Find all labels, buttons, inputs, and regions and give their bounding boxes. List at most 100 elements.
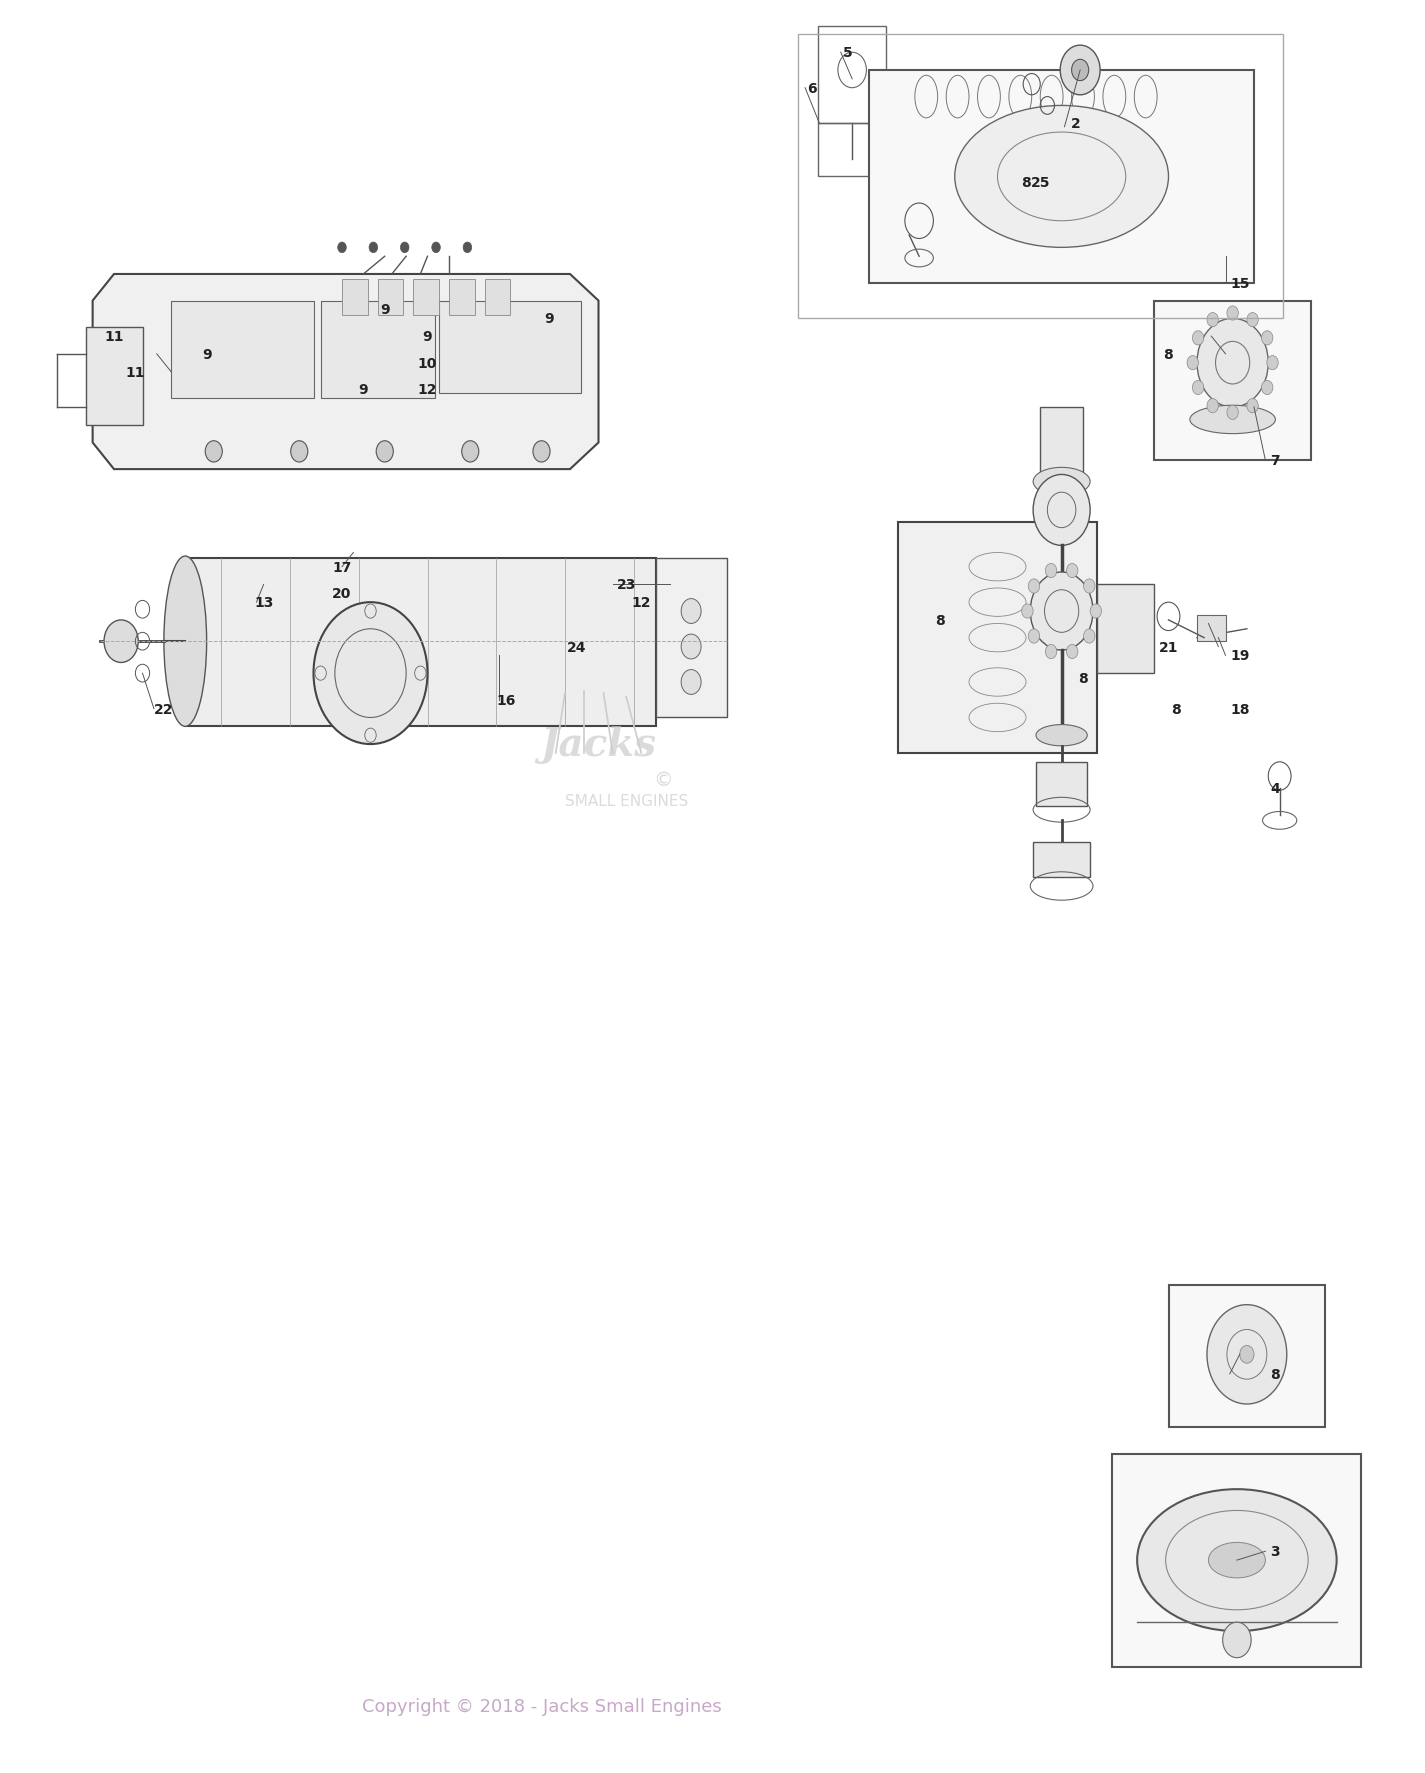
Text: 22: 22: [154, 702, 174, 716]
Text: 15: 15: [1230, 277, 1250, 291]
Bar: [86, 328, 142, 426]
Bar: [342, 280, 368, 316]
Text: Jacks: Jacks: [540, 725, 657, 764]
Circle shape: [1090, 605, 1102, 619]
Text: 8: 8: [1171, 702, 1180, 716]
Circle shape: [462, 441, 479, 463]
Circle shape: [1029, 629, 1040, 644]
Text: 24: 24: [567, 640, 587, 654]
Text: 13: 13: [254, 596, 274, 610]
Circle shape: [1046, 564, 1057, 578]
Bar: [378, 280, 403, 316]
Text: SMALL ENGINES: SMALL ENGINES: [566, 794, 688, 808]
Text: 25: 25: [1030, 176, 1050, 190]
Text: 10: 10: [418, 356, 437, 371]
Circle shape: [1193, 381, 1204, 395]
Bar: [1036, 762, 1087, 807]
Bar: [1154, 301, 1311, 461]
Text: 18: 18: [1230, 702, 1250, 716]
Text: 8: 8: [1022, 176, 1030, 190]
Text: 7: 7: [1271, 454, 1280, 468]
Text: 16: 16: [496, 693, 516, 707]
Text: 9: 9: [359, 383, 368, 397]
Circle shape: [681, 599, 701, 624]
Circle shape: [1193, 332, 1204, 346]
Circle shape: [681, 635, 701, 660]
Bar: [321, 301, 435, 399]
Circle shape: [1261, 332, 1273, 346]
Ellipse shape: [1036, 725, 1087, 746]
Ellipse shape: [955, 106, 1168, 248]
Circle shape: [291, 441, 308, 463]
Bar: [185, 558, 656, 727]
Circle shape: [376, 441, 393, 463]
Bar: [656, 558, 727, 718]
Circle shape: [1060, 46, 1100, 96]
Bar: [818, 124, 886, 177]
Circle shape: [400, 243, 409, 254]
Circle shape: [1033, 475, 1090, 546]
Bar: [1168, 1285, 1325, 1427]
Bar: [449, 280, 475, 316]
Circle shape: [533, 441, 550, 463]
Text: 19: 19: [1230, 649, 1250, 663]
Bar: [485, 280, 510, 316]
Circle shape: [369, 243, 378, 254]
Ellipse shape: [164, 557, 207, 727]
Text: 20: 20: [332, 587, 352, 601]
Bar: [898, 523, 1097, 754]
Text: 9: 9: [544, 312, 553, 326]
Ellipse shape: [1208, 1543, 1265, 1578]
Circle shape: [432, 243, 440, 254]
Circle shape: [1197, 319, 1268, 408]
Text: 21: 21: [1159, 640, 1178, 654]
Circle shape: [1083, 629, 1094, 644]
Circle shape: [1046, 645, 1057, 660]
Circle shape: [1240, 1346, 1254, 1363]
Bar: [1040, 408, 1083, 479]
Text: 12: 12: [631, 596, 651, 610]
Text: 2: 2: [1072, 117, 1080, 131]
Circle shape: [1207, 1305, 1287, 1404]
Ellipse shape: [1033, 468, 1090, 496]
Text: 8: 8: [1164, 348, 1173, 362]
Circle shape: [1261, 381, 1273, 395]
Bar: [171, 301, 314, 399]
Text: 17: 17: [332, 560, 352, 574]
Circle shape: [1072, 60, 1089, 82]
Circle shape: [1187, 356, 1198, 371]
Text: 23: 23: [617, 578, 637, 592]
Circle shape: [1207, 314, 1218, 328]
Circle shape: [1247, 314, 1258, 328]
Text: ©: ©: [653, 771, 673, 789]
Circle shape: [314, 603, 428, 745]
Bar: [1197, 615, 1226, 642]
Circle shape: [205, 441, 222, 463]
Circle shape: [1029, 580, 1040, 594]
Circle shape: [1247, 399, 1258, 413]
Text: Copyright © 2018 - Jacks Small Engines: Copyright © 2018 - Jacks Small Engines: [362, 1697, 721, 1714]
Text: 6: 6: [808, 82, 817, 96]
Ellipse shape: [1190, 406, 1275, 434]
Bar: [869, 71, 1254, 284]
Text: 5: 5: [844, 46, 852, 60]
Circle shape: [1227, 406, 1238, 420]
Circle shape: [681, 670, 701, 695]
Circle shape: [338, 243, 346, 254]
Circle shape: [463, 243, 472, 254]
Circle shape: [104, 621, 138, 663]
Text: 8: 8: [1271, 1367, 1280, 1381]
Bar: [1097, 585, 1154, 674]
Text: 4: 4: [1271, 782, 1280, 796]
Text: 9: 9: [202, 348, 211, 362]
Text: 9: 9: [380, 303, 389, 317]
Text: 3: 3: [1271, 1544, 1280, 1558]
Circle shape: [1223, 1622, 1251, 1658]
Circle shape: [1030, 573, 1093, 651]
Text: 8: 8: [1079, 672, 1087, 686]
Text: 9: 9: [423, 330, 432, 344]
Circle shape: [1207, 399, 1218, 413]
Bar: [1033, 842, 1090, 878]
Bar: [1112, 1454, 1361, 1667]
Circle shape: [1267, 356, 1278, 371]
